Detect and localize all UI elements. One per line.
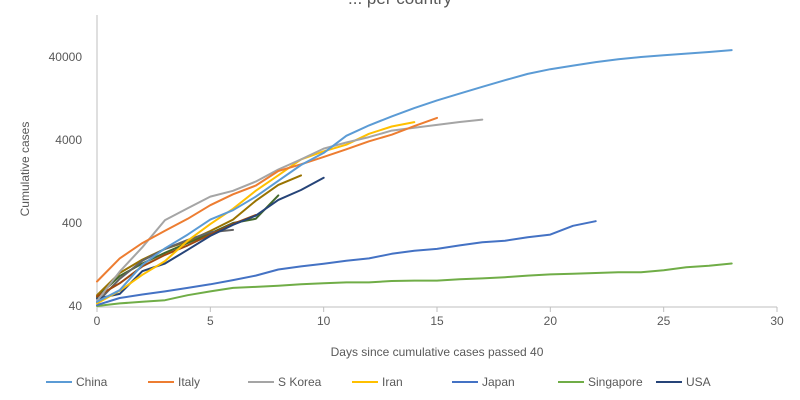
- x-tick-label: 0: [94, 314, 101, 328]
- y-tick-label: 40: [69, 299, 83, 313]
- legend-label: China: [76, 375, 108, 389]
- legend-item-china: China: [46, 375, 108, 389]
- series-line-china: [96, 49, 733, 303]
- legend-item-usa: USA: [656, 375, 711, 389]
- y-tick-label: 4000: [55, 133, 82, 147]
- x-tick-label: 20: [544, 314, 558, 328]
- legend-label: Italy: [178, 375, 200, 389]
- series-line-s-korea: [96, 118, 484, 302]
- y-axis-label: Cumulative cases: [18, 122, 32, 217]
- legend-item-italy: Italy: [148, 375, 200, 389]
- y-tick-label: 400: [62, 216, 82, 230]
- y-tick-label: 40000: [49, 50, 83, 64]
- chart-legend: China Italy S Korea Iran Japan Singapore USA: [46, 375, 711, 389]
- legend-item-singapore: Singapore: [558, 375, 643, 389]
- chart-series: [96, 49, 733, 307]
- legend-item-iran: Iran: [352, 375, 403, 389]
- series-line-usa: [96, 176, 325, 300]
- x-tick-label: 15: [430, 314, 444, 328]
- legend-item-japan: Japan: [452, 375, 515, 389]
- legend-label: Singapore: [588, 375, 643, 389]
- x-tick-label: 30: [770, 314, 784, 328]
- series-line-italy: [96, 116, 438, 283]
- x-tick-label: 25: [657, 314, 671, 328]
- series-line-singapore: [96, 262, 733, 307]
- series-line-iran: [96, 121, 416, 305]
- legend-label: Japan: [482, 375, 515, 389]
- chart-axes: 0 5 10 15 20 25 30 40 400 4000 40000: [49, 15, 784, 328]
- x-tick-label: 10: [317, 314, 331, 328]
- legend-label: USA: [686, 375, 711, 389]
- x-axis-label: Days since cumulative cases passed 40: [331, 345, 544, 359]
- legend-item-s-korea: S Korea: [248, 375, 322, 389]
- chart-title: ... per country: [348, 0, 452, 8]
- series-line-japan: [96, 220, 597, 307]
- legend-label: Iran: [382, 375, 403, 389]
- x-tick-label: 5: [207, 314, 214, 328]
- legend-label: S Korea: [278, 375, 322, 389]
